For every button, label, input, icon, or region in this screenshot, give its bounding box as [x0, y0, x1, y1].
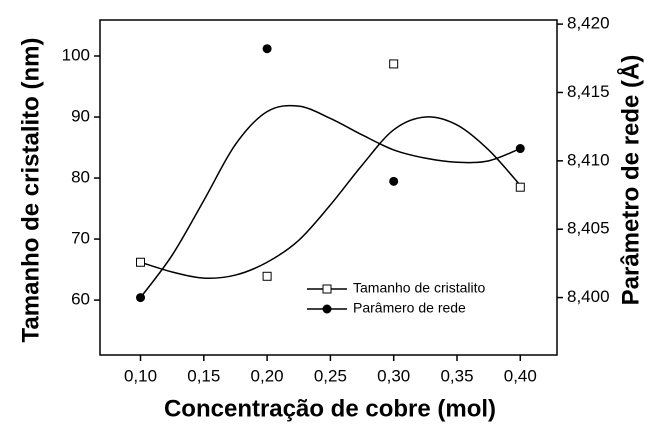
marker	[136, 257, 146, 267]
x-tick-label: 0,25	[314, 366, 347, 385]
marker	[136, 293, 146, 303]
legend-label: Parâmero de rede	[353, 300, 466, 316]
x-tick-label: 0,30	[377, 366, 410, 385]
fit-line	[140, 116, 521, 279]
y2-tick-label: 8,405	[567, 219, 610, 238]
x-tick-label: 0,20	[251, 366, 284, 385]
y-tick-label: 80	[71, 168, 90, 187]
x-tick-label: 0,35	[440, 366, 473, 385]
legend-marker	[322, 284, 332, 294]
marker	[389, 59, 399, 69]
y2-tick-label: 8,400	[567, 287, 610, 306]
marker	[515, 182, 525, 192]
fit-line	[139, 104, 521, 299]
marker	[515, 144, 525, 154]
y2-axis-title: Parâmetro de rede (Å)	[616, 55, 644, 306]
y-tick-label: 90	[71, 107, 90, 126]
y2-tick-label: 8,410	[567, 150, 610, 169]
y2-tick-label: 8,415	[567, 82, 610, 101]
x-axis-title: Concentração de cobre (mol)	[164, 395, 496, 422]
y-tick-label: 100	[62, 45, 90, 64]
x-tick-label: 0,15	[187, 366, 220, 385]
plot-frame	[99, 19, 558, 356]
marker	[262, 271, 272, 281]
x-tick-label: 0,10	[124, 366, 157, 385]
y-axis-title: Tamanho de cristalito (nm)	[17, 38, 44, 343]
x-tick-label: 0,40	[504, 366, 537, 385]
marker	[389, 176, 399, 186]
y-tick-label: 70	[71, 229, 90, 248]
y2-tick-label: 8,420	[567, 14, 610, 33]
y-tick-label: 60	[71, 290, 90, 309]
marker	[262, 44, 272, 54]
legend-label: Tamanho de cristalito	[353, 280, 486, 296]
legend-marker	[322, 304, 332, 314]
